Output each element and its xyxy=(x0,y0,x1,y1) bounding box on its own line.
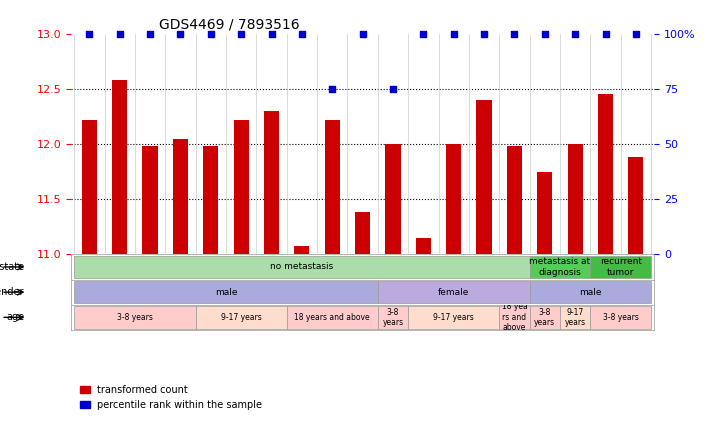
Bar xyxy=(507,146,522,254)
Point xyxy=(570,30,581,37)
FancyBboxPatch shape xyxy=(287,306,378,329)
Bar xyxy=(446,144,461,254)
Bar xyxy=(142,146,158,254)
Text: 3-8 years: 3-8 years xyxy=(117,313,153,322)
Text: 18 yea
rs and
above: 18 yea rs and above xyxy=(501,302,528,332)
Bar xyxy=(112,80,127,254)
FancyBboxPatch shape xyxy=(530,281,651,303)
FancyBboxPatch shape xyxy=(74,255,530,278)
Text: no metastasis: no metastasis xyxy=(270,262,333,272)
FancyBboxPatch shape xyxy=(530,255,590,278)
Point xyxy=(630,30,641,37)
FancyBboxPatch shape xyxy=(499,306,530,329)
Text: metastasis at
diagnosis: metastasis at diagnosis xyxy=(530,257,591,277)
Text: 9-17 years: 9-17 years xyxy=(433,313,474,322)
Text: female: female xyxy=(438,288,469,297)
Text: gender: gender xyxy=(0,287,24,297)
Point xyxy=(235,30,247,37)
FancyBboxPatch shape xyxy=(378,306,408,329)
Point xyxy=(600,30,611,37)
Bar xyxy=(476,100,492,254)
Bar xyxy=(233,120,249,254)
Text: 9-17
years: 9-17 years xyxy=(565,308,586,327)
Bar xyxy=(416,238,431,254)
Point xyxy=(448,30,459,37)
Point xyxy=(387,85,399,92)
Bar xyxy=(355,212,370,254)
Point xyxy=(357,30,368,37)
Point xyxy=(417,30,429,37)
FancyBboxPatch shape xyxy=(530,306,560,329)
Bar xyxy=(173,139,188,254)
Point xyxy=(114,30,125,37)
Point xyxy=(326,85,338,92)
Text: recurrent
tumor: recurrent tumor xyxy=(599,257,642,277)
Bar xyxy=(538,172,552,254)
Bar xyxy=(385,144,400,254)
FancyBboxPatch shape xyxy=(74,306,196,329)
Point xyxy=(479,30,490,37)
Point xyxy=(296,30,308,37)
FancyBboxPatch shape xyxy=(196,306,287,329)
FancyBboxPatch shape xyxy=(590,306,651,329)
FancyBboxPatch shape xyxy=(378,281,530,303)
Bar xyxy=(203,146,218,254)
Text: 3-8
years: 3-8 years xyxy=(534,308,555,327)
Point xyxy=(539,30,550,37)
Bar xyxy=(567,144,583,254)
Text: 9-17 years: 9-17 years xyxy=(221,313,262,322)
Text: 3-8 years: 3-8 years xyxy=(603,313,638,322)
Bar xyxy=(629,157,643,254)
Text: male: male xyxy=(579,288,602,297)
Point xyxy=(84,30,95,37)
Text: 3-8
years: 3-8 years xyxy=(383,308,404,327)
Point xyxy=(205,30,216,37)
Text: 18 years and above: 18 years and above xyxy=(294,313,370,322)
Bar xyxy=(325,120,340,254)
FancyBboxPatch shape xyxy=(74,281,378,303)
Bar xyxy=(598,94,613,254)
FancyBboxPatch shape xyxy=(590,255,651,278)
Legend: transformed count, percentile rank within the sample: transformed count, percentile rank withi… xyxy=(76,381,266,414)
Text: disease state: disease state xyxy=(0,262,24,272)
Point xyxy=(509,30,520,37)
Bar xyxy=(82,120,97,254)
FancyBboxPatch shape xyxy=(560,306,590,329)
Text: age: age xyxy=(6,312,24,322)
Point xyxy=(144,30,156,37)
Point xyxy=(175,30,186,37)
Point xyxy=(266,30,277,37)
Bar xyxy=(294,245,309,254)
Text: GDS4469 / 7893516: GDS4469 / 7893516 xyxy=(159,17,299,31)
Bar xyxy=(264,111,279,254)
Text: male: male xyxy=(215,288,237,297)
FancyBboxPatch shape xyxy=(408,306,499,329)
